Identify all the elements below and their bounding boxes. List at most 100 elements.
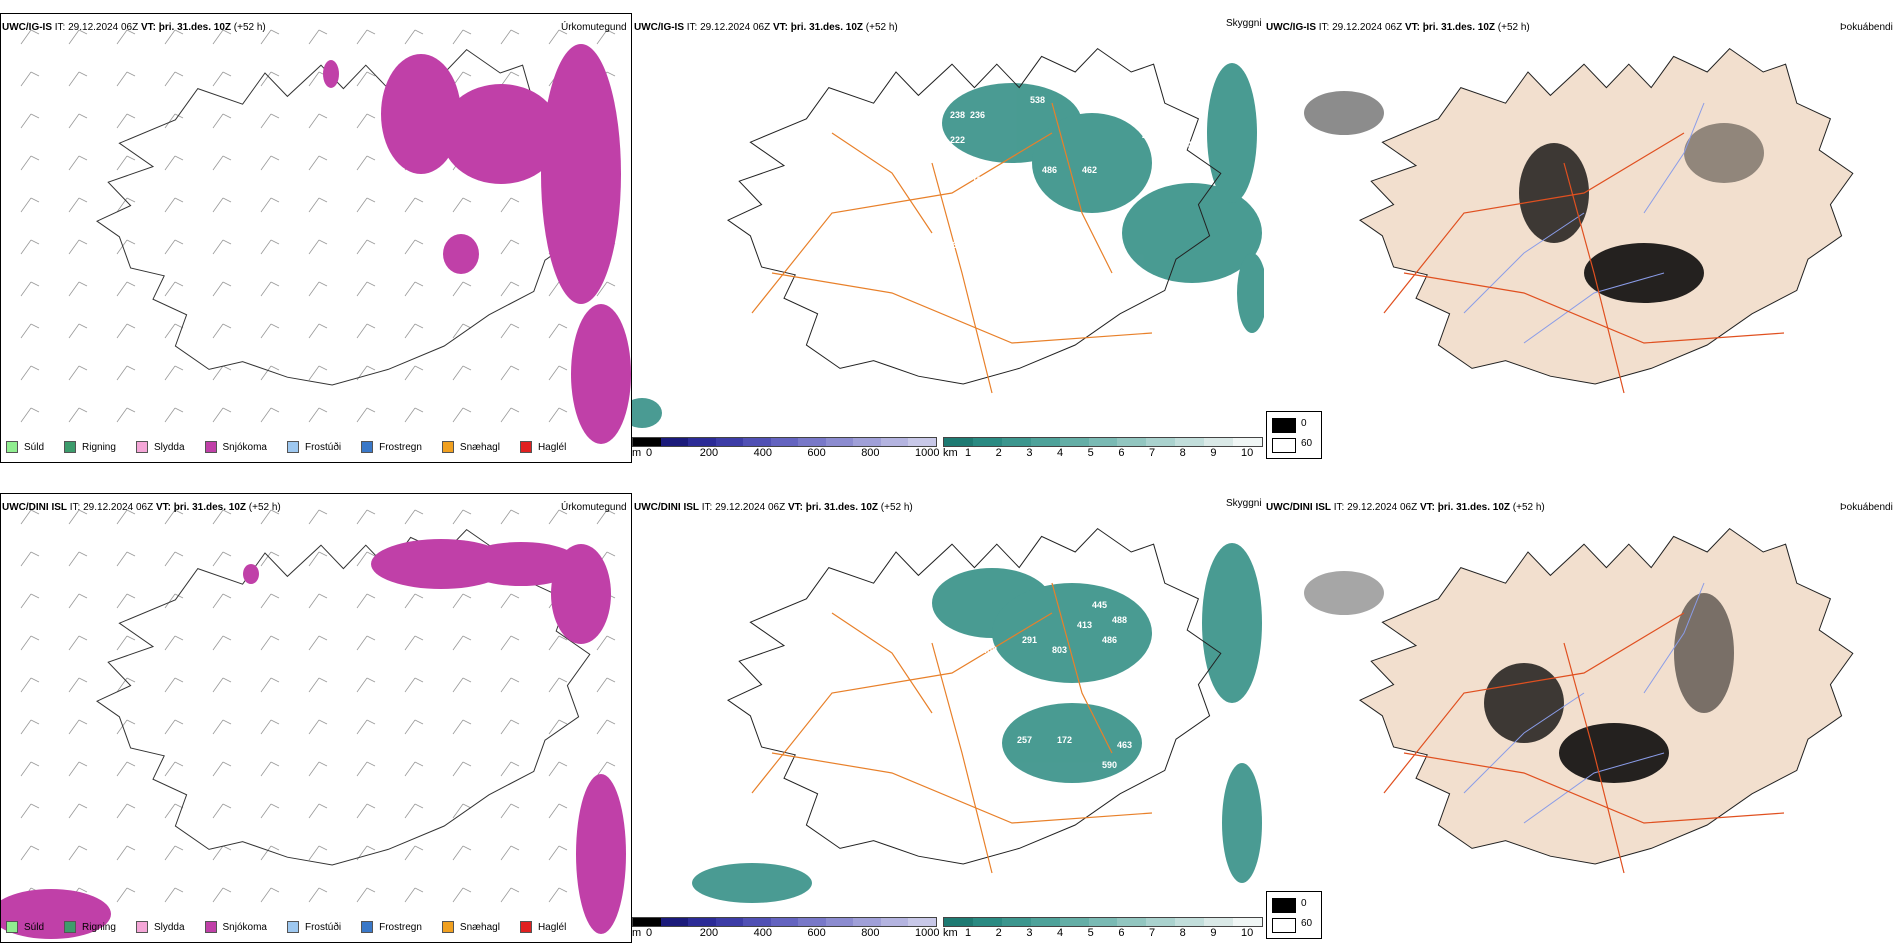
wind-barb bbox=[548, 677, 568, 693]
wind-barb bbox=[260, 407, 280, 423]
low-visibility-area bbox=[1032, 113, 1152, 213]
legend-item: Rigning bbox=[64, 921, 116, 933]
colorbar-swatch bbox=[770, 438, 799, 446]
wind-barb bbox=[500, 761, 520, 777]
wind-barb bbox=[548, 365, 568, 381]
fog-low-swatch bbox=[1272, 438, 1296, 453]
wind-barb bbox=[308, 635, 328, 651]
row2-visibility-title: Skyggni bbox=[1226, 498, 1262, 509]
wind-barb bbox=[404, 677, 424, 693]
legend-label: Snjókoma bbox=[222, 441, 267, 453]
wind-barb bbox=[356, 719, 376, 735]
colorbar-tick: 400 bbox=[753, 447, 772, 459]
wind-barb bbox=[404, 635, 424, 651]
legend-item: Snjókoma bbox=[204, 921, 267, 933]
wind-barb bbox=[356, 113, 376, 129]
colorbar-swatch bbox=[880, 918, 909, 926]
ceiling-label: 217 bbox=[1002, 175, 1017, 185]
iceland-land bbox=[1359, 47, 1854, 385]
wind-barb bbox=[308, 845, 328, 861]
wind-barb bbox=[548, 407, 568, 423]
legend-swatch bbox=[361, 921, 374, 933]
wind-barb bbox=[116, 719, 136, 735]
snow-area bbox=[541, 44, 621, 304]
wind-barb bbox=[260, 113, 280, 129]
legend-label: Snæhagl bbox=[459, 921, 500, 933]
fog-area bbox=[1304, 571, 1384, 615]
colorbar-swatch bbox=[1146, 918, 1176, 926]
colorbar-tick: 10 bbox=[1241, 927, 1254, 939]
legend-item: Súld bbox=[6, 921, 44, 933]
legend-label: Frostregn bbox=[379, 921, 422, 933]
low-visibility-area bbox=[1122, 183, 1262, 283]
ceiling-label: 445 bbox=[1092, 600, 1107, 610]
row1-visibility-panel: 238 236 222 538 116 217 486 462 263 547 708 658 658 bbox=[632, 13, 1264, 453]
wind-barb bbox=[164, 155, 184, 171]
colorbar-swatches bbox=[632, 437, 937, 447]
row2-precip-header: UWC/DINI ISL IT: 29.12.2024 06Z VT: þri.… bbox=[2, 502, 281, 513]
wind-barb bbox=[68, 239, 88, 255]
colorbar-tick: 3 bbox=[1026, 447, 1033, 459]
wind-barb bbox=[164, 281, 184, 297]
wind-barb bbox=[452, 365, 472, 381]
wind-barb bbox=[356, 803, 376, 819]
wind-barb bbox=[116, 365, 136, 381]
wind-barb bbox=[356, 71, 376, 87]
wind-barb bbox=[164, 593, 184, 609]
legend-swatch bbox=[64, 441, 77, 453]
row1-fog-header: UWC/IG-IS IT: 29.12.2024 06Z VT: þri. 31… bbox=[1266, 22, 1530, 33]
wind-barb bbox=[212, 803, 232, 819]
ceiling-label: 658 bbox=[952, 240, 967, 250]
wind-barb bbox=[68, 719, 88, 735]
legend-swatch bbox=[204, 921, 217, 933]
road bbox=[1403, 272, 1785, 344]
road bbox=[1403, 752, 1785, 824]
wind-barb bbox=[164, 71, 184, 87]
river bbox=[1643, 582, 1705, 694]
row1-visibility-map: 238 236 222 538 116 217 486 462 263 547 708 658 658 bbox=[632, 47, 1264, 428]
colorbar-swatch bbox=[1088, 438, 1118, 446]
row1-precip-type-map bbox=[20, 29, 631, 444]
wind-barb bbox=[20, 407, 40, 423]
wind-barb bbox=[356, 29, 376, 45]
colorbar-tick: 10 bbox=[1241, 447, 1254, 459]
wind-barb bbox=[20, 845, 40, 861]
ceiling-label: 238 bbox=[950, 110, 965, 120]
low-visibility-area bbox=[692, 863, 812, 903]
colorbar-swatch bbox=[1233, 918, 1262, 926]
wind-barb bbox=[308, 509, 328, 525]
wind-barb bbox=[116, 845, 136, 861]
row2-fog-map bbox=[1304, 527, 1854, 874]
colorbar-swatch bbox=[1001, 438, 1031, 446]
wind-barb bbox=[212, 407, 232, 423]
colorbar-tick: 9 bbox=[1210, 927, 1217, 939]
wind-barb bbox=[212, 845, 232, 861]
colorbar-swatch bbox=[880, 438, 909, 446]
wind-barb bbox=[500, 29, 520, 45]
colorbar-tick: 7 bbox=[1149, 927, 1156, 939]
road bbox=[831, 612, 933, 714]
wind-barb bbox=[164, 509, 184, 525]
legend-swatch bbox=[64, 921, 77, 933]
wind-barb bbox=[308, 155, 328, 171]
wind-barb bbox=[500, 281, 520, 297]
low-visibility-area bbox=[1202, 543, 1262, 703]
colorbar-swatch bbox=[743, 918, 771, 926]
wind-barb bbox=[164, 845, 184, 861]
fog-indicator-areas bbox=[1304, 91, 1764, 303]
road bbox=[1051, 582, 1113, 754]
legend-label: Rigning bbox=[82, 441, 116, 453]
wind-barb bbox=[356, 845, 376, 861]
low-visibility-areas bbox=[632, 63, 1264, 428]
low-visibility-area bbox=[1222, 763, 1262, 883]
wind-barb bbox=[260, 197, 280, 213]
colorbar-tick: 200 bbox=[699, 447, 719, 459]
snow-areas bbox=[1, 539, 626, 939]
fog-high-swatch bbox=[1272, 418, 1296, 433]
wind-barb bbox=[260, 845, 280, 861]
wind-barb bbox=[20, 593, 40, 609]
legend-item: Haglél bbox=[519, 441, 566, 453]
road-network bbox=[1383, 612, 1785, 874]
wind-barb bbox=[452, 635, 472, 651]
colorbar-swatch bbox=[825, 918, 854, 926]
